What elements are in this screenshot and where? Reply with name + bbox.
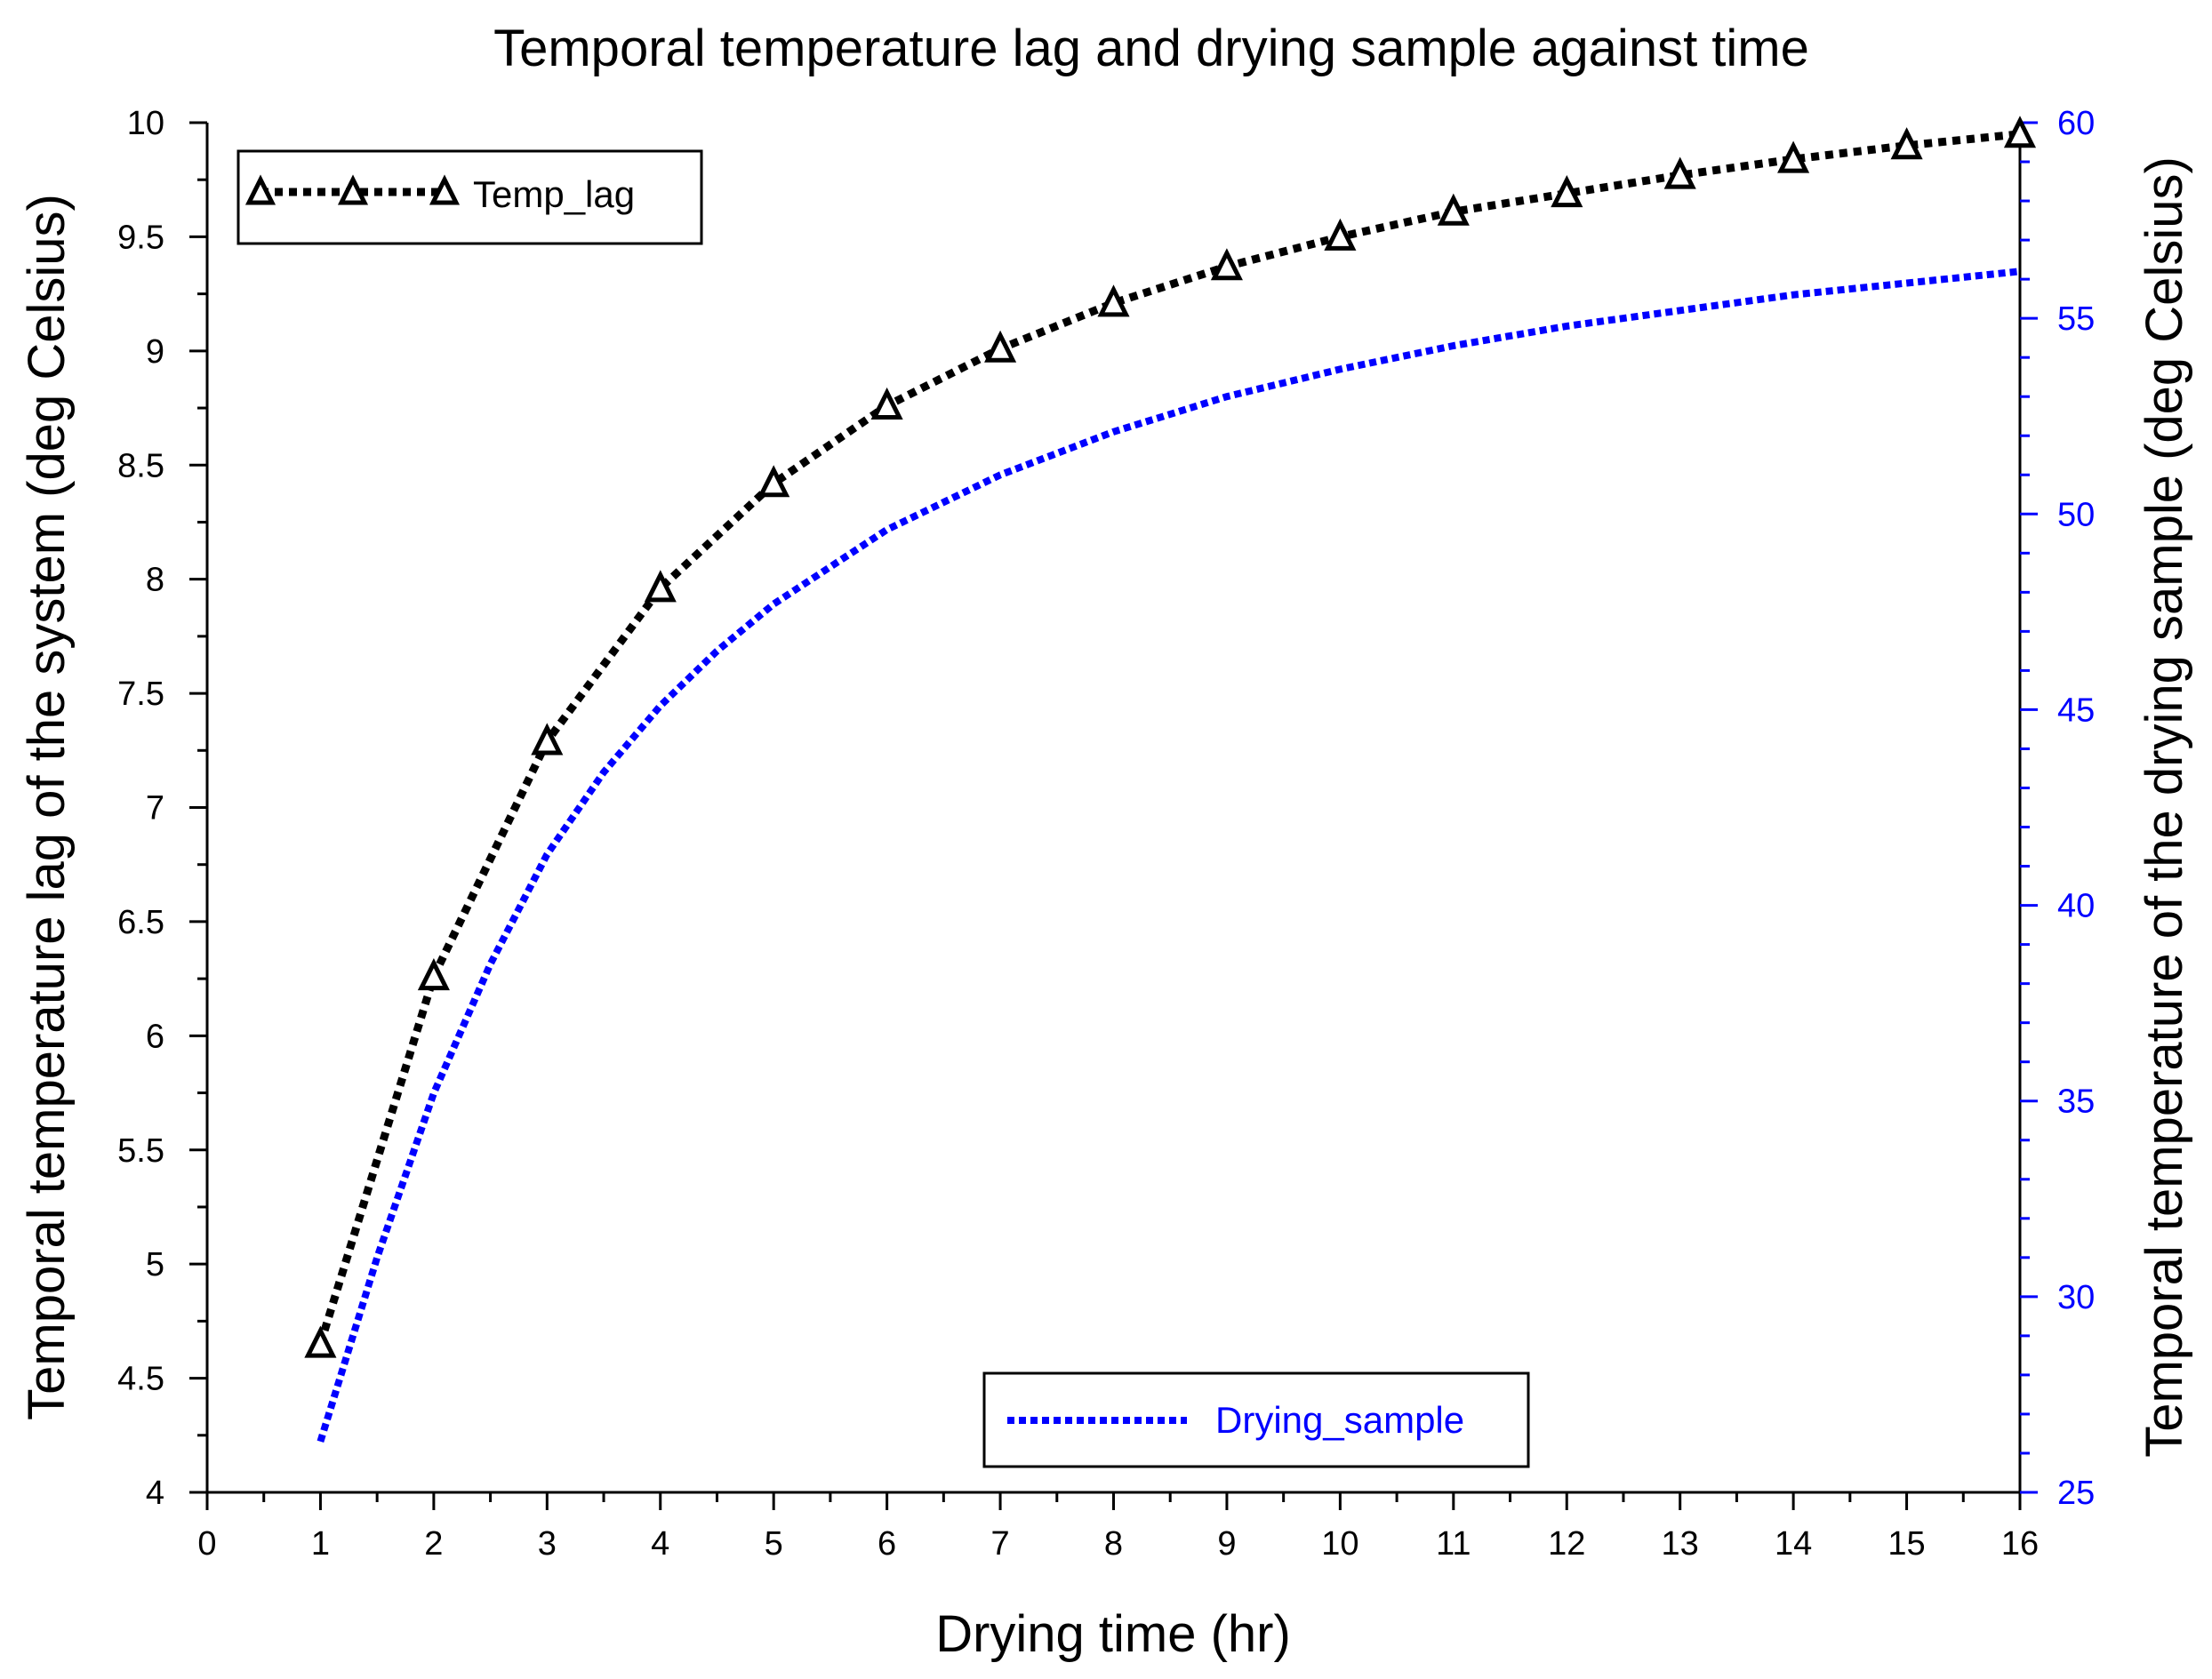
temp-lag-point <box>1097 284 1130 317</box>
temp-lag-point <box>417 958 450 991</box>
left-tick-label: 7 <box>146 790 164 828</box>
temp-lag-point <box>1777 140 1810 173</box>
left-tick-label: 10 <box>127 105 164 142</box>
temp-lag-point <box>757 465 790 498</box>
temp-lag-point <box>870 387 903 420</box>
left-tick-label: 5.5 <box>117 1132 164 1170</box>
left-tick-label: 4.5 <box>117 1361 164 1398</box>
x-tick-label: 13 <box>1662 1525 1699 1563</box>
right-tick-label: 50 <box>2057 496 2095 533</box>
x-tick-label: 0 <box>197 1525 216 1563</box>
x-tick-label: 10 <box>1321 1525 1358 1563</box>
x-tick-label: 6 <box>878 1525 896 1563</box>
temp-lag-point <box>1324 218 1357 251</box>
x-tick-label: 2 <box>424 1525 443 1563</box>
legend-temp-lag-marker-2 <box>337 174 369 205</box>
legend-temp-lag-label: Temp_lag <box>473 173 635 215</box>
x-tick-label: 15 <box>1887 1525 1925 1563</box>
x-tick-label: 12 <box>1548 1525 1585 1563</box>
temp-lag-point <box>1663 156 1696 189</box>
temp-lag-point <box>1890 127 1923 160</box>
right-axis-label: Temporal temperature of the drying sampl… <box>2136 156 2193 1458</box>
left-ticks-group: 4 4.5 5 5.5 6 6.5 7 7.5 8 8.5 9 9.5 10 <box>117 105 207 1512</box>
left-tick-label: 6 <box>146 1018 164 1055</box>
x-tick-label: 5 <box>765 1525 783 1563</box>
x-tick-label: 4 <box>651 1525 669 1563</box>
x-tick-label: 9 <box>1217 1525 1236 1563</box>
legend-temp-lag-marker-1 <box>244 174 276 205</box>
temp-lag-point <box>1210 248 1243 281</box>
right-tick-label: 55 <box>2057 300 2095 338</box>
temp-lag-point <box>984 330 1017 363</box>
left-tick-label: 9.5 <box>117 219 164 256</box>
legend-temp-lag-marker-3 <box>429 174 461 205</box>
temp-lag-point <box>644 570 677 603</box>
left-axis-label: Temporal temperature lag of the system (… <box>18 194 76 1420</box>
right-tick-label: 60 <box>2057 105 2095 142</box>
legend-temp-lag-box <box>236 149 703 245</box>
left-tick-label: 9 <box>146 333 164 371</box>
temp-lag-point <box>1437 193 1470 226</box>
right-tick-label: 40 <box>2057 888 2095 925</box>
temp-lag-point <box>304 1325 337 1358</box>
x-tick-label: 3 <box>538 1525 557 1563</box>
right-tick-label: 25 <box>2057 1475 2095 1512</box>
legend-drying-sample: Drying_sample <box>982 1371 1530 1468</box>
left-tick-label: 6.5 <box>117 904 164 941</box>
chart-title: Temporal temperature lag and drying samp… <box>493 20 1809 77</box>
left-tick-label: 4 <box>146 1475 164 1512</box>
x-tick-label: 8 <box>1104 1525 1123 1563</box>
left-tick-label: 8.5 <box>117 447 164 484</box>
x-tick-label: 16 <box>2001 1525 2039 1563</box>
right-ticks-group: 25 30 35 40 45 50 55 60 <box>2020 105 2095 1512</box>
legend-drying-sample-box <box>982 1371 1530 1468</box>
series-line-drying-sample <box>317 268 2021 1443</box>
temp-lag-point <box>531 723 564 756</box>
left-tick-label: 5 <box>146 1246 164 1283</box>
series-line-temp-lag <box>317 130 2021 1346</box>
x-tick-label: 1 <box>311 1525 330 1563</box>
left-tick-label: 8 <box>146 562 164 599</box>
series-layer <box>304 116 2037 1443</box>
x-tick-label: 14 <box>1775 1525 1812 1563</box>
temp-lag-point <box>1551 175 1583 208</box>
legend-temp-lag: Temp_lag <box>236 149 703 245</box>
left-tick-label: 7.5 <box>117 676 164 713</box>
x-tick-label: 7 <box>990 1525 1009 1563</box>
right-tick-label: 45 <box>2057 692 2095 729</box>
right-tick-label: 35 <box>2057 1083 2095 1121</box>
temp-lag-point <box>2003 116 2037 148</box>
x-axis-label: Drying time (hr) <box>935 1605 1291 1663</box>
legend-drying-sample-label: Drying_sample <box>1215 1399 1464 1441</box>
x-tick-label: 11 <box>1436 1525 1471 1563</box>
x-ticks-group: 0 1 2 3 4 5 6 7 8 9 10 11 12 13 14 15 16 <box>197 1492 2039 1563</box>
right-tick-label: 30 <box>2057 1279 2095 1316</box>
